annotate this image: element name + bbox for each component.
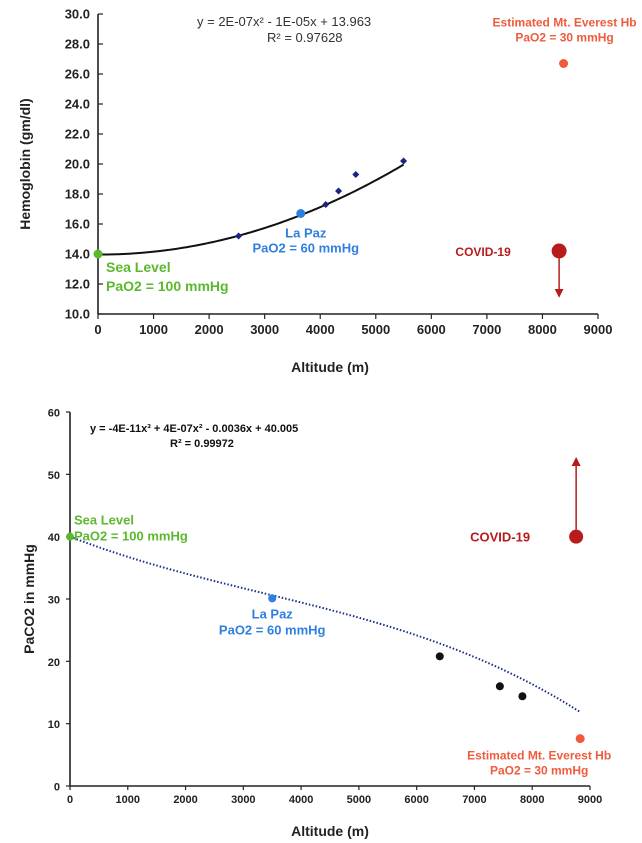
data-point: [335, 187, 343, 195]
covid-label: COVID-19: [455, 245, 511, 259]
x-tick-label: 5000: [361, 322, 390, 337]
data-point: [518, 692, 527, 701]
x-tick-label: 1000: [116, 794, 140, 806]
x-tick-label: 8000: [520, 794, 544, 806]
x-tick-label: 4000: [289, 794, 313, 806]
everest-label: Estimated Mt. Everest Hb: [493, 16, 637, 30]
sea-level-label: PaO2 = 100 mmHg: [74, 529, 188, 544]
x-tick-label: 1000: [139, 322, 168, 337]
x-axis-title: Altitude (m): [291, 359, 369, 375]
covid-label: COVID-19: [470, 530, 530, 545]
x-tick-label: 0: [94, 322, 101, 337]
x-tick-label: 9000: [584, 322, 613, 337]
y-tick-label: 28.0: [65, 37, 90, 52]
sea-level-label: Sea Level: [74, 513, 134, 528]
la-paz-label: PaO2 = 60 mmHg: [219, 622, 326, 637]
y-tick-label: 50: [48, 470, 60, 482]
sea-level-marker: [93, 249, 103, 259]
y-tick-label: 22.0: [65, 127, 90, 142]
y-axis-title: PaCO2 in mmHg: [21, 544, 37, 654]
y-tick-label: 20.0: [65, 157, 90, 172]
x-axis-title: Altitude (m): [291, 823, 369, 839]
data-point: [352, 171, 360, 178]
x-tick-label: 2000: [195, 322, 224, 337]
covid-marker: [551, 243, 567, 259]
y-tick-label: 26.0: [65, 67, 90, 82]
x-tick-label: 7000: [462, 794, 486, 806]
y-tick-label: 16.0: [65, 217, 90, 232]
y-tick-label: 10.0: [65, 307, 90, 322]
y-tick-label: 10: [48, 719, 60, 731]
y-tick-label: 14.0: [65, 247, 90, 262]
y-tick-label: 12.0: [65, 277, 90, 292]
x-tick-label: 6000: [404, 794, 428, 806]
everest-marker: [559, 59, 569, 68]
everest-label: PaO2 = 30 mmHg: [515, 31, 613, 45]
x-tick-label: 7000: [472, 322, 501, 337]
trendline: [69, 535, 581, 713]
everest-marker: [575, 734, 585, 744]
y-tick-label: 30: [48, 595, 60, 607]
sea-level-marker: [66, 532, 74, 541]
y-tick-label: 18.0: [65, 187, 90, 202]
data-point: [435, 652, 444, 661]
x-tick-label: 3000: [231, 794, 255, 806]
x-tick-label: 2000: [173, 794, 197, 806]
y-axis-title: Hemoglobin (gm/dl): [17, 98, 33, 229]
x-tick-label: 5000: [347, 794, 371, 806]
y-tick-label: 30.0: [65, 7, 90, 22]
hemoglobin-chart: 10.0 12.0 14.0 16.0 18.0 20.0 22.0 24.0 26.0 28.0…: [17, 7, 637, 376]
x-tick-label: 8000: [528, 322, 557, 337]
y-tick-label: 40: [48, 532, 60, 544]
data-point: [322, 201, 330, 208]
la-paz-marker: [268, 594, 277, 603]
x-tick-label: 4000: [306, 322, 335, 337]
x-tick-label: 3000: [250, 322, 279, 337]
la-paz-label: La Paz: [252, 606, 294, 621]
covid-marker: [569, 529, 584, 544]
trendline-equation: y = 2E-07x² - 1E-05x + 13.963: [197, 14, 371, 29]
la-paz-label: PaO2 = 60 mmHg: [252, 241, 359, 256]
trendline-equation: y = -4E-11x³ + 4E-07x² - 0.0036x + 40.00…: [90, 423, 298, 435]
y-tick-label: 0: [54, 782, 60, 794]
la-paz-label: La Paz: [285, 226, 327, 241]
y-tick-label: 20: [48, 657, 60, 669]
trendline: [98, 163, 405, 256]
x-tick-label: 6000: [417, 322, 446, 337]
x-tick-label: 9000: [578, 794, 602, 806]
everest-label: Estimated Mt. Everest Hb: [467, 749, 611, 763]
y-tick-label: 24.0: [65, 97, 90, 112]
everest-label: PaO2 = 30 mmHg: [490, 764, 588, 778]
data-point: [495, 682, 504, 691]
sea-level-label: Sea Level: [106, 259, 171, 275]
la-paz-marker: [296, 209, 306, 218]
trendline-r2: R² = 0.97628: [267, 30, 343, 45]
y-tick-label: 60: [48, 408, 60, 420]
sea-level-label: PaO2 = 100 mmHg: [106, 278, 229, 294]
paco2-chart: 0 10 20 30 40 50 60 0 1000 2000 3000 4000 5000 6000 70…: [21, 408, 611, 840]
trendline-r2: R² = 0.99972: [170, 438, 234, 450]
data-point: [400, 157, 408, 165]
x-tick-label: 0: [67, 794, 73, 806]
data-point: [235, 232, 243, 240]
